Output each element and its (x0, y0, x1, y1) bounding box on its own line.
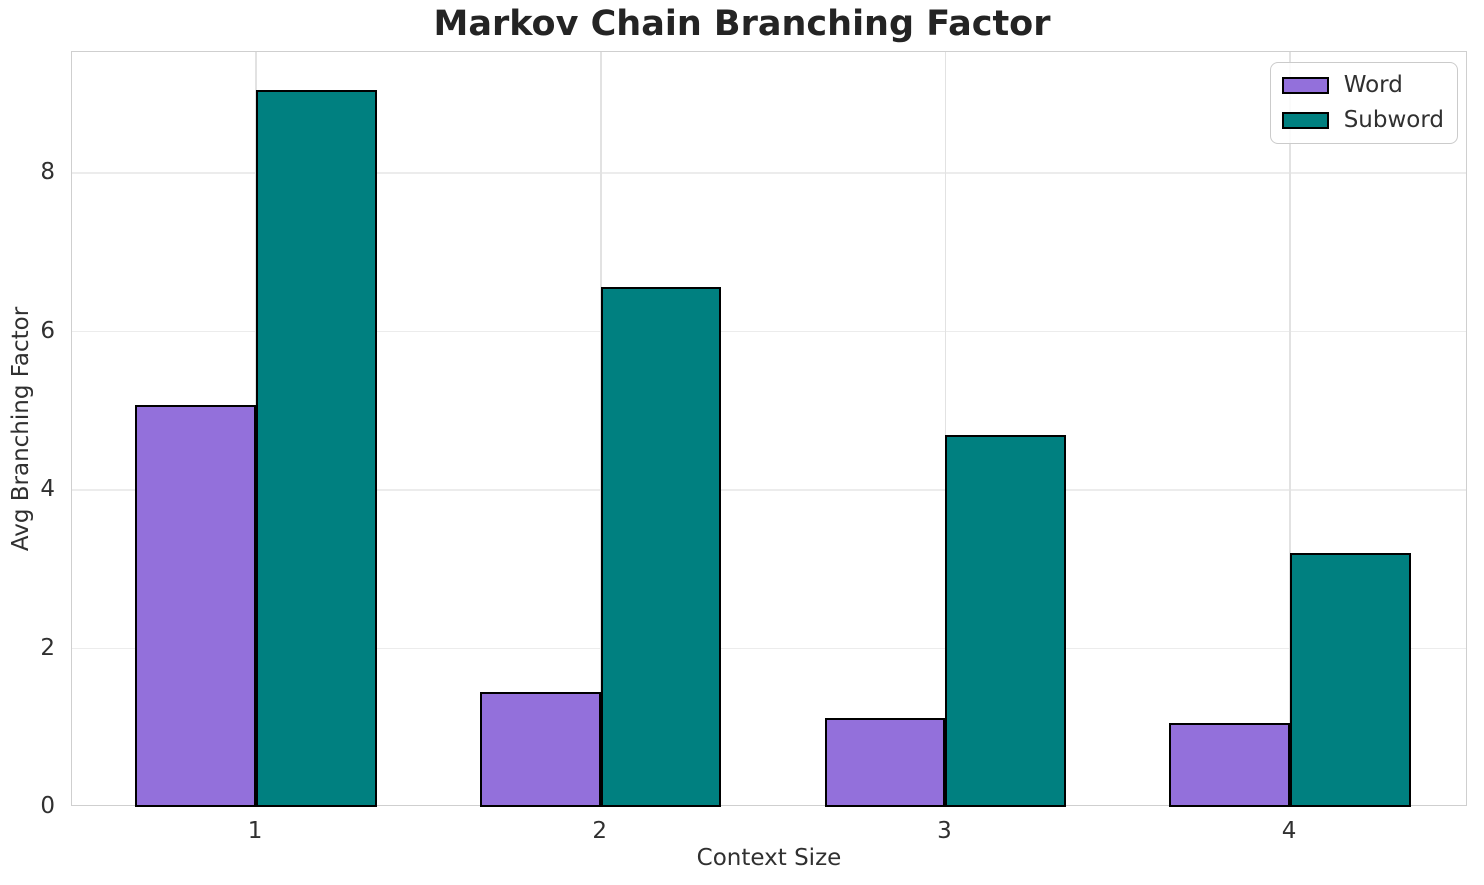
legend-item-word: Word (1281, 72, 1444, 98)
legend-label: Subword (1343, 107, 1444, 133)
bar-word-3 (824, 718, 946, 807)
gridline-vertical (944, 52, 947, 805)
x-tick-label: 3 (937, 818, 952, 844)
plot-area: Word Subword (71, 51, 1467, 807)
y-tick-label: 4 (40, 476, 55, 503)
y-tick-label: 0 (40, 793, 55, 819)
x-tick-label: 2 (592, 818, 608, 844)
gridline-horizontal (72, 647, 1466, 650)
x-tick-label: 4 (1281, 818, 1297, 844)
y-axis-label: Avg Branching Factor (8, 306, 34, 552)
gridline-horizontal (72, 489, 1466, 491)
x-tick-label: 1 (247, 818, 263, 844)
gridline-horizontal (72, 330, 1466, 333)
bar-subword-1 (256, 90, 377, 807)
legend-label: Word (1343, 72, 1403, 98)
y-tick-label: 8 (40, 159, 55, 186)
bar-word-2 (480, 692, 601, 807)
x-axis-label: Context Size (696, 845, 842, 871)
bar-subword-2 (600, 287, 722, 807)
y-tick-label: 2 (40, 634, 55, 661)
legend: Word Subword (1269, 62, 1458, 144)
gridline-vertical (1289, 52, 1291, 805)
chart-title: Markov Chain Branching Factor (433, 4, 1051, 44)
bar-subword-4 (1290, 553, 1411, 807)
legend-swatch-word (1281, 76, 1329, 94)
y-tick-label: 6 (40, 317, 55, 344)
bar-subword-3 (945, 435, 1067, 807)
legend-item-subword: Subword (1281, 107, 1444, 133)
bar-word-1 (135, 405, 257, 807)
bar-word-4 (1169, 723, 1291, 807)
gridline-horizontal (72, 172, 1466, 174)
legend-swatch-subword (1281, 111, 1329, 129)
